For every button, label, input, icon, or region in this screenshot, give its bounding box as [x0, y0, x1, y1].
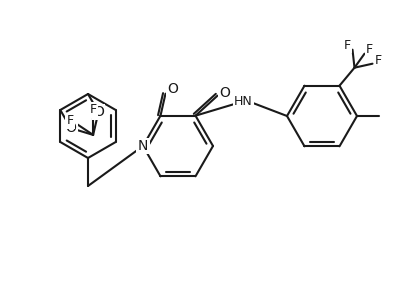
- Text: F: F: [343, 39, 350, 52]
- Text: O: O: [65, 121, 76, 135]
- Text: O: O: [218, 86, 229, 100]
- Text: O: O: [93, 105, 103, 119]
- Text: N: N: [137, 139, 148, 153]
- Text: O: O: [166, 82, 178, 96]
- Text: F: F: [365, 43, 372, 56]
- Text: F: F: [66, 114, 74, 127]
- Text: F: F: [374, 54, 381, 67]
- Text: F: F: [89, 103, 97, 116]
- Text: HN: HN: [234, 95, 252, 108]
